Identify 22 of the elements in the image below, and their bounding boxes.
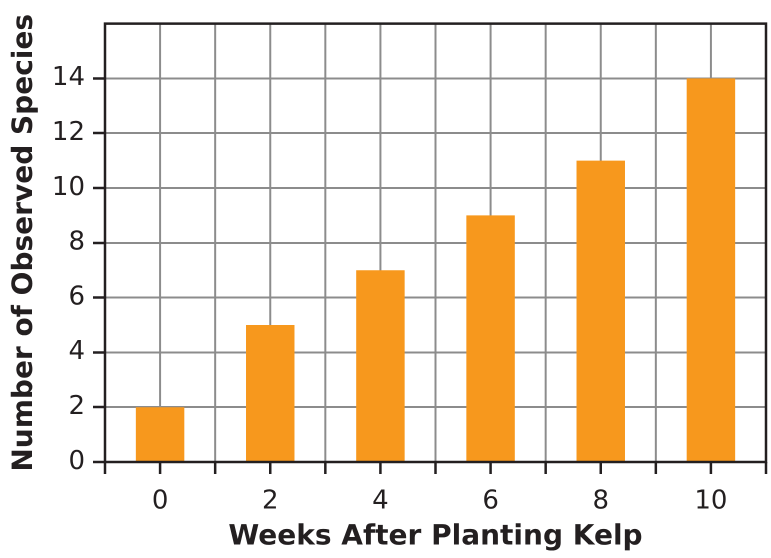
x-tick-label: 10 [694, 485, 728, 516]
x-axis-title: Weeks After Planting Kelp [228, 518, 643, 552]
x-tick-label: 6 [482, 485, 499, 516]
y-tick-label: 14 [52, 62, 85, 92]
y-tick-label: 2 [68, 390, 85, 421]
bar [136, 407, 184, 461]
bar [466, 215, 515, 461]
x-tick-label: 0 [152, 485, 168, 516]
x-tick-label: 4 [372, 485, 389, 516]
bar [356, 270, 405, 461]
x-tick-label: 8 [592, 485, 610, 516]
y-tick-label: 10 [52, 172, 85, 202]
bar [576, 160, 625, 461]
x-tick-label: 2 [262, 485, 279, 516]
bar [246, 325, 294, 461]
y-tick-label: 8 [68, 226, 85, 257]
y-axis-title: Number of Observed Species [6, 14, 40, 472]
y-tick-label: 4 [68, 336, 85, 366]
y-tick-label: 0 [68, 446, 85, 476]
y-tick-label: 6 [68, 281, 85, 312]
bar [686, 78, 736, 461]
y-tick-label: 12 [52, 116, 85, 147]
